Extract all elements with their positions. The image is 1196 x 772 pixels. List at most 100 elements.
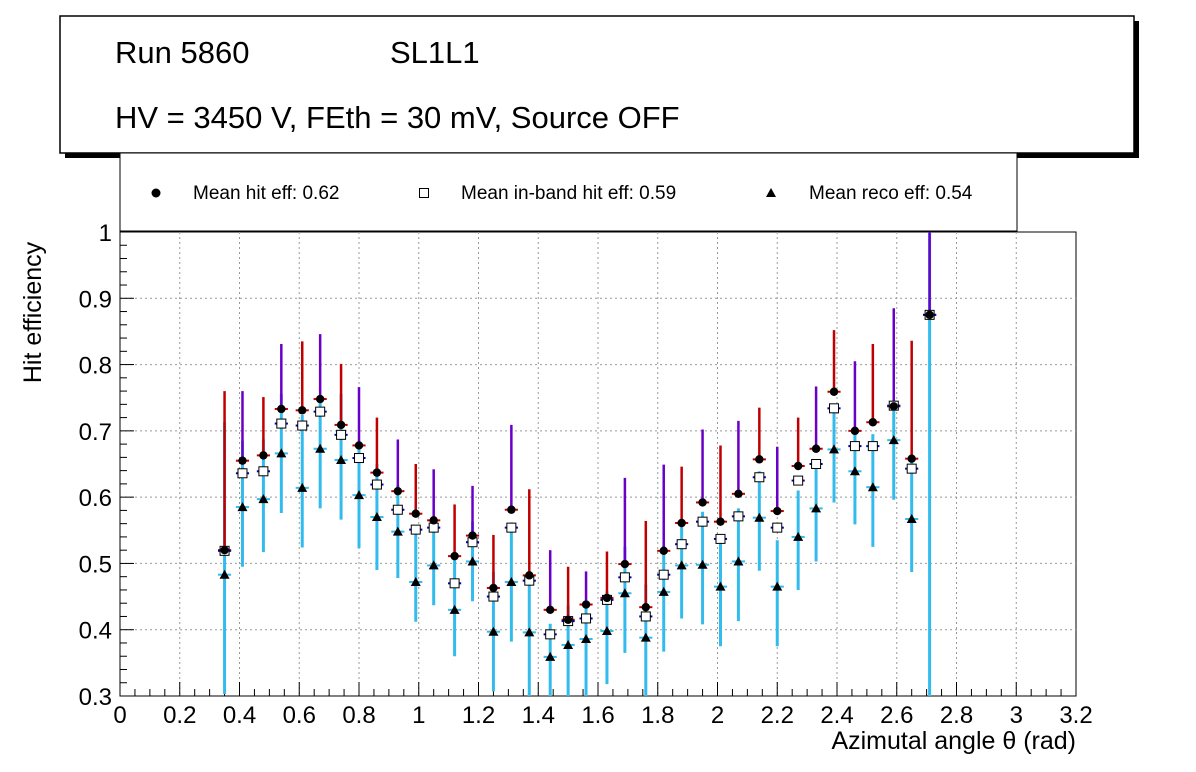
reco-point [829, 444, 840, 454]
x-tick-label: 1.6 [581, 702, 614, 729]
inband-point [237, 468, 248, 479]
hit-point [602, 593, 612, 603]
hit-point [277, 404, 286, 414]
hit-point [659, 546, 668, 556]
y-tick-label: 0.8 [79, 353, 112, 380]
x-tick-label: 1 [412, 702, 425, 729]
x-tick-label: 2.8 [940, 702, 973, 729]
hit-point [411, 509, 420, 518]
inband-point [676, 539, 687, 550]
reco-point [793, 531, 804, 541]
x-tick-label: 0.8 [342, 702, 375, 729]
y-tick-label: 0.3 [79, 684, 112, 711]
inband-point [315, 406, 326, 417]
reco-point [297, 482, 308, 492]
legend-marker-hit [151, 188, 161, 198]
hit-point [734, 489, 743, 499]
hit-point [716, 517, 725, 526]
hit-point [315, 394, 325, 404]
reco-point [219, 569, 230, 579]
hit-point [773, 506, 782, 516]
hit-point [450, 551, 459, 561]
hit-point [581, 600, 591, 609]
inband-point [392, 504, 403, 515]
reco-point [619, 588, 630, 598]
reco-point [524, 627, 535, 637]
reco-point [581, 633, 592, 643]
y-axis-title: Hit efficiency [19, 241, 48, 384]
conditions-label: HV = 3450 V, FEth = 30 mV, Source OFF [115, 100, 680, 135]
legend-marker-inband [419, 188, 429, 198]
reco-point [601, 626, 612, 636]
hit-point [393, 486, 403, 496]
x-tick-label: 2.2 [761, 702, 794, 729]
inband-point [640, 611, 651, 622]
reco-point [449, 604, 460, 614]
inband-point [906, 463, 917, 474]
legend-text-reco: Mean reco eff: 0.54 [809, 183, 973, 204]
reco-point [676, 560, 687, 570]
inband-point [772, 522, 783, 533]
hit-point [698, 498, 707, 507]
y-tick-label: 0.9 [79, 286, 112, 313]
hit-point [354, 441, 364, 450]
x-tick-label: 0.2 [163, 702, 196, 729]
x-tick-label: 0.6 [283, 702, 316, 729]
reco-point [410, 576, 421, 586]
reco-point [888, 435, 899, 445]
hit-point [220, 545, 229, 555]
reco-point [545, 651, 556, 661]
hit-point [925, 310, 934, 320]
inband-point [715, 533, 726, 544]
inband-point [258, 466, 269, 477]
y-tick-label: 0.6 [79, 485, 112, 512]
reco-point [392, 526, 403, 536]
reco-point [258, 494, 269, 504]
y-tick-label: 0.7 [79, 419, 112, 446]
inband-point [276, 418, 287, 429]
hit-point [868, 418, 878, 427]
legend-marker-reco [766, 188, 776, 197]
x-tick-label: 3.2 [1059, 702, 1092, 729]
hit-point [336, 420, 346, 430]
inband-point [849, 441, 860, 452]
x-tick-label: 1.8 [641, 702, 674, 729]
reco-point [640, 632, 651, 642]
x-tick-label: 0 [113, 702, 126, 729]
run-label: Run 5860 [115, 35, 250, 70]
legend-text-hit: Mean hit eff: 0.62 [193, 183, 340, 204]
inband-point [449, 578, 460, 589]
axes: 0 0.2 0.4 0.6 0.8 1 1.2 1.4 1.6 1.8 2 2.2 2.4 2.6 2.8 3… [79, 220, 1093, 729]
inband-point [506, 522, 517, 533]
reco-point [467, 556, 478, 566]
hit-point [850, 426, 860, 436]
reco-point [772, 581, 783, 591]
inband-point [354, 453, 364, 464]
inband-point [297, 420, 308, 431]
reco-point [488, 626, 499, 636]
reco-point [715, 581, 726, 591]
reco-point [754, 512, 765, 522]
hit-point [829, 387, 839, 396]
reco-point [733, 556, 744, 566]
reco-point [315, 443, 326, 453]
reco-point [906, 514, 917, 524]
inband-point [410, 524, 421, 535]
reco-point [336, 455, 347, 465]
hit-point [507, 505, 516, 514]
reco-point [849, 466, 860, 476]
inband-point [793, 475, 804, 486]
inband-point [658, 569, 669, 580]
data-points [217, 232, 937, 696]
inband-point [811, 459, 822, 469]
inband-point [336, 429, 347, 440]
y-tick-label: 0.5 [79, 551, 112, 578]
inband-point [733, 511, 744, 522]
reco-point [867, 482, 878, 492]
x-tick-label: 2 [711, 702, 724, 729]
y-tick-label: 0.4 [79, 618, 112, 645]
hit-point [677, 518, 686, 528]
hit-point [489, 583, 498, 593]
reco-point [506, 576, 517, 586]
